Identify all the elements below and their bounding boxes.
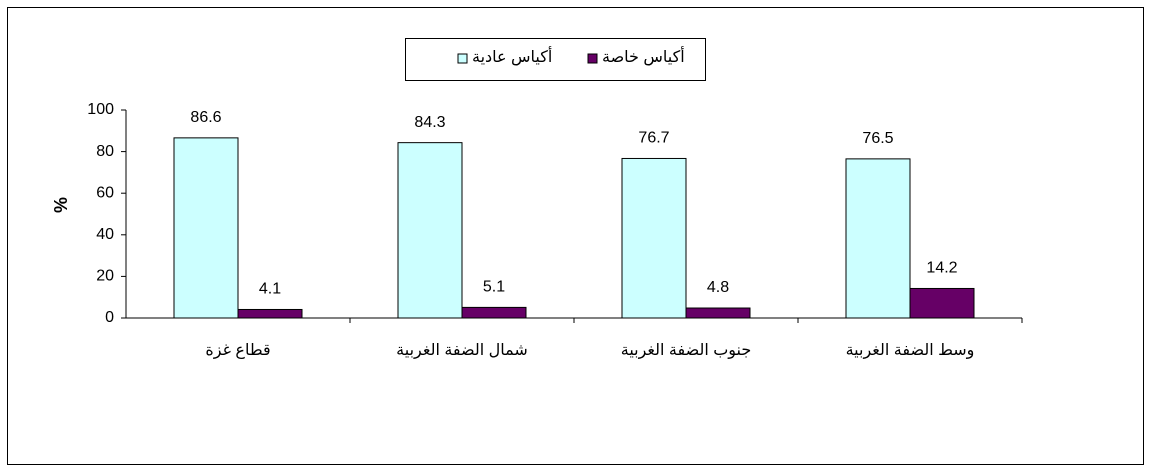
data-label: 76.5	[862, 130, 893, 147]
y-tick-label: 40	[96, 226, 114, 243]
data-label: 5.1	[483, 279, 505, 296]
bar	[173, 137, 239, 319]
bar	[237, 308, 303, 319]
x-tick-label: قطاع غزة	[205, 342, 270, 360]
bar	[845, 158, 911, 319]
y-tick-label: 60	[96, 184, 114, 201]
bar	[685, 307, 751, 319]
data-label: 84.3	[414, 114, 445, 131]
data-label: 4.8	[707, 279, 729, 296]
bar	[397, 142, 463, 319]
y-tick-label: 20	[96, 268, 114, 285]
x-tick-label: جنوب الضفة الغربية	[621, 342, 752, 360]
y-tick-label: 80	[96, 143, 114, 160]
data-label: 76.7	[638, 130, 669, 147]
data-label: 14.2	[926, 260, 957, 277]
bar	[621, 157, 687, 319]
x-tick-label: شمال الضفة الغربية	[396, 342, 528, 360]
legend-box	[405, 38, 706, 81]
legend-swatch	[457, 53, 468, 64]
data-label: 4.1	[259, 281, 281, 298]
y-tick-label: 0	[105, 309, 114, 326]
legend-swatch	[587, 53, 598, 64]
x-tick-label: وسط الضفة الغربية	[846, 342, 975, 360]
data-label: 86.6	[190, 109, 221, 126]
bar	[909, 287, 975, 319]
legend-label: أكياس عادية	[472, 46, 552, 66]
y-tick-label: 100	[87, 101, 114, 118]
y-axis-label: %	[51, 197, 71, 213]
bar	[461, 306, 527, 319]
legend-label: أكياس خاصة	[602, 46, 685, 66]
